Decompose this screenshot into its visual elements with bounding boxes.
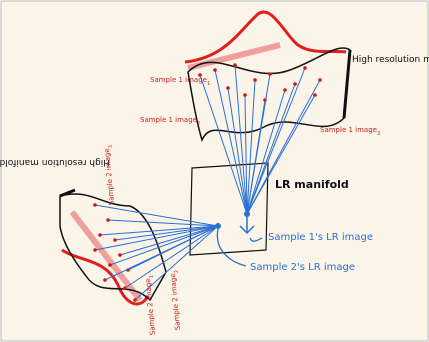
sample-point [98, 233, 102, 237]
sample-point [106, 218, 110, 222]
sample-point [213, 68, 217, 72]
sample-point [103, 278, 107, 282]
lr-point [215, 223, 221, 229]
sample-point [93, 203, 97, 207]
sample-point [293, 82, 297, 86]
sample-point [283, 88, 287, 92]
manifold-label: High resolution manifold [0, 157, 110, 167]
lr-label: LR manifold [275, 178, 349, 191]
sample-point [118, 253, 122, 257]
lr-point [244, 211, 250, 217]
sample-point [303, 66, 307, 70]
sample-point [243, 93, 247, 97]
lr-point-label: Sample 1's LR image [268, 232, 373, 243]
sample-point [313, 93, 317, 97]
page: High resolution manifold High resolution… [0, 0, 429, 342]
sample-point [253, 78, 257, 82]
sample-point [133, 298, 137, 302]
manifold-label: High resolution manifold [352, 55, 429, 65]
sample-point [123, 286, 127, 290]
sample-point [268, 72, 272, 76]
sample-point [318, 78, 322, 82]
sample-point [226, 86, 230, 90]
sample-point [233, 63, 237, 67]
sample-point [93, 248, 97, 252]
diagram: High resolution manifold High resolution… [0, 0, 429, 342]
sample-point [108, 263, 112, 267]
sample-point [113, 238, 117, 242]
lr-point-label: Sample 2's LR image [250, 262, 355, 273]
